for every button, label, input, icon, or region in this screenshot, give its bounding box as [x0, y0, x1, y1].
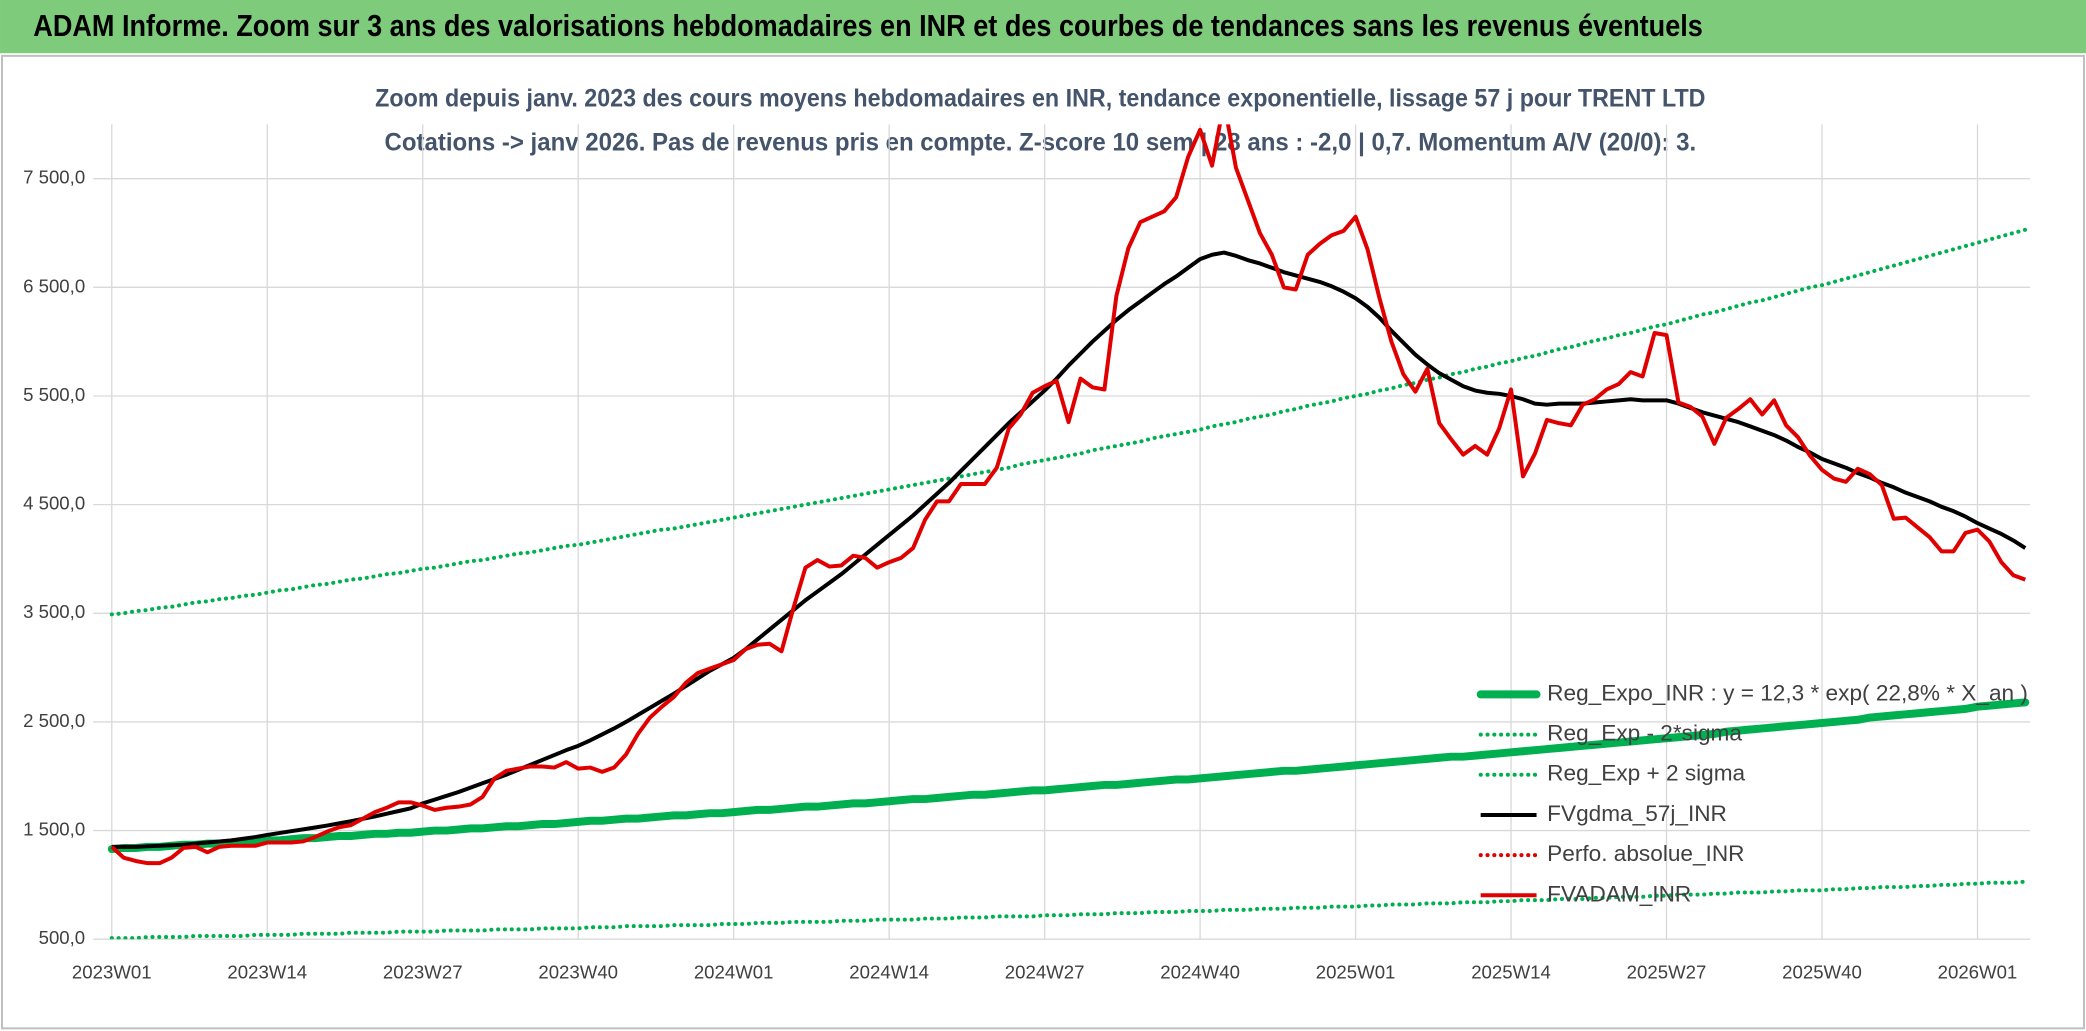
chart-title: Zoom depuis janv. 2023 des cours moyens … [375, 84, 1705, 112]
header-band [0, 0, 2086, 54]
y-tick-label: 2 500,0 [23, 710, 85, 731]
legend-label: Reg_Expo_INR : y = 12,3 * exp( 22,8% * X… [1547, 680, 2028, 705]
y-tick-label: 3 500,0 [23, 601, 85, 622]
y-tick-label: 6 500,0 [23, 275, 85, 296]
x-tick-label: 2023W40 [538, 962, 618, 983]
x-tick-label: 2025W40 [1782, 962, 1862, 983]
x-tick-label: 2025W14 [1471, 962, 1551, 983]
y-tick-label: 4 500,0 [23, 493, 85, 514]
x-tick-label: 2026W01 [1938, 962, 2018, 983]
x-tick-label: 2025W27 [1627, 962, 1707, 983]
x-tick-label: 2024W27 [1005, 962, 1085, 983]
series-line [110, 124, 2026, 866]
y-tick-label: 500,0 [39, 927, 86, 948]
legend-label: Reg_Exp + 2 sigma [1547, 761, 1745, 786]
legend-label: Reg_Exp - 2*sigma [1547, 721, 1742, 746]
legend-label: FVgdma_57j_INR [1547, 801, 1727, 826]
chart-subtitle: Cotations -> janv 2026. Pas de revenus p… [384, 128, 1696, 156]
chart-frame [1, 54, 2085, 1030]
y-tick-label: 7 500,0 [23, 167, 85, 188]
x-tick-label: 2024W01 [694, 962, 774, 983]
y-tick-label: 5 500,0 [23, 384, 85, 405]
x-tick-label: 2024W40 [1160, 962, 1240, 983]
y-tick-label: 1 500,0 [23, 818, 85, 839]
series-line [107, 698, 2030, 854]
x-tick-label: 2025W01 [1316, 962, 1396, 983]
header-title: ADAM Informe. Zoom sur 3 ans des valoris… [33, 9, 1703, 43]
legend-label: FVADAM_INR [1547, 881, 1691, 906]
x-tick-label: 2023W01 [72, 962, 152, 983]
legend-label: Perfo. absolue_INR [1547, 841, 1744, 866]
x-tick-label: 2023W14 [227, 962, 307, 983]
series-line [109, 879, 2028, 940]
x-tick-label: 2024W14 [849, 962, 929, 983]
series [107, 124, 2030, 940]
series-line [111, 250, 2027, 849]
legend: Reg_Expo_INR : y = 12,3 * exp( 22,8% * X… [1476, 680, 2028, 906]
series-line [109, 227, 2028, 617]
x-tick-label: 2023W27 [383, 962, 463, 983]
